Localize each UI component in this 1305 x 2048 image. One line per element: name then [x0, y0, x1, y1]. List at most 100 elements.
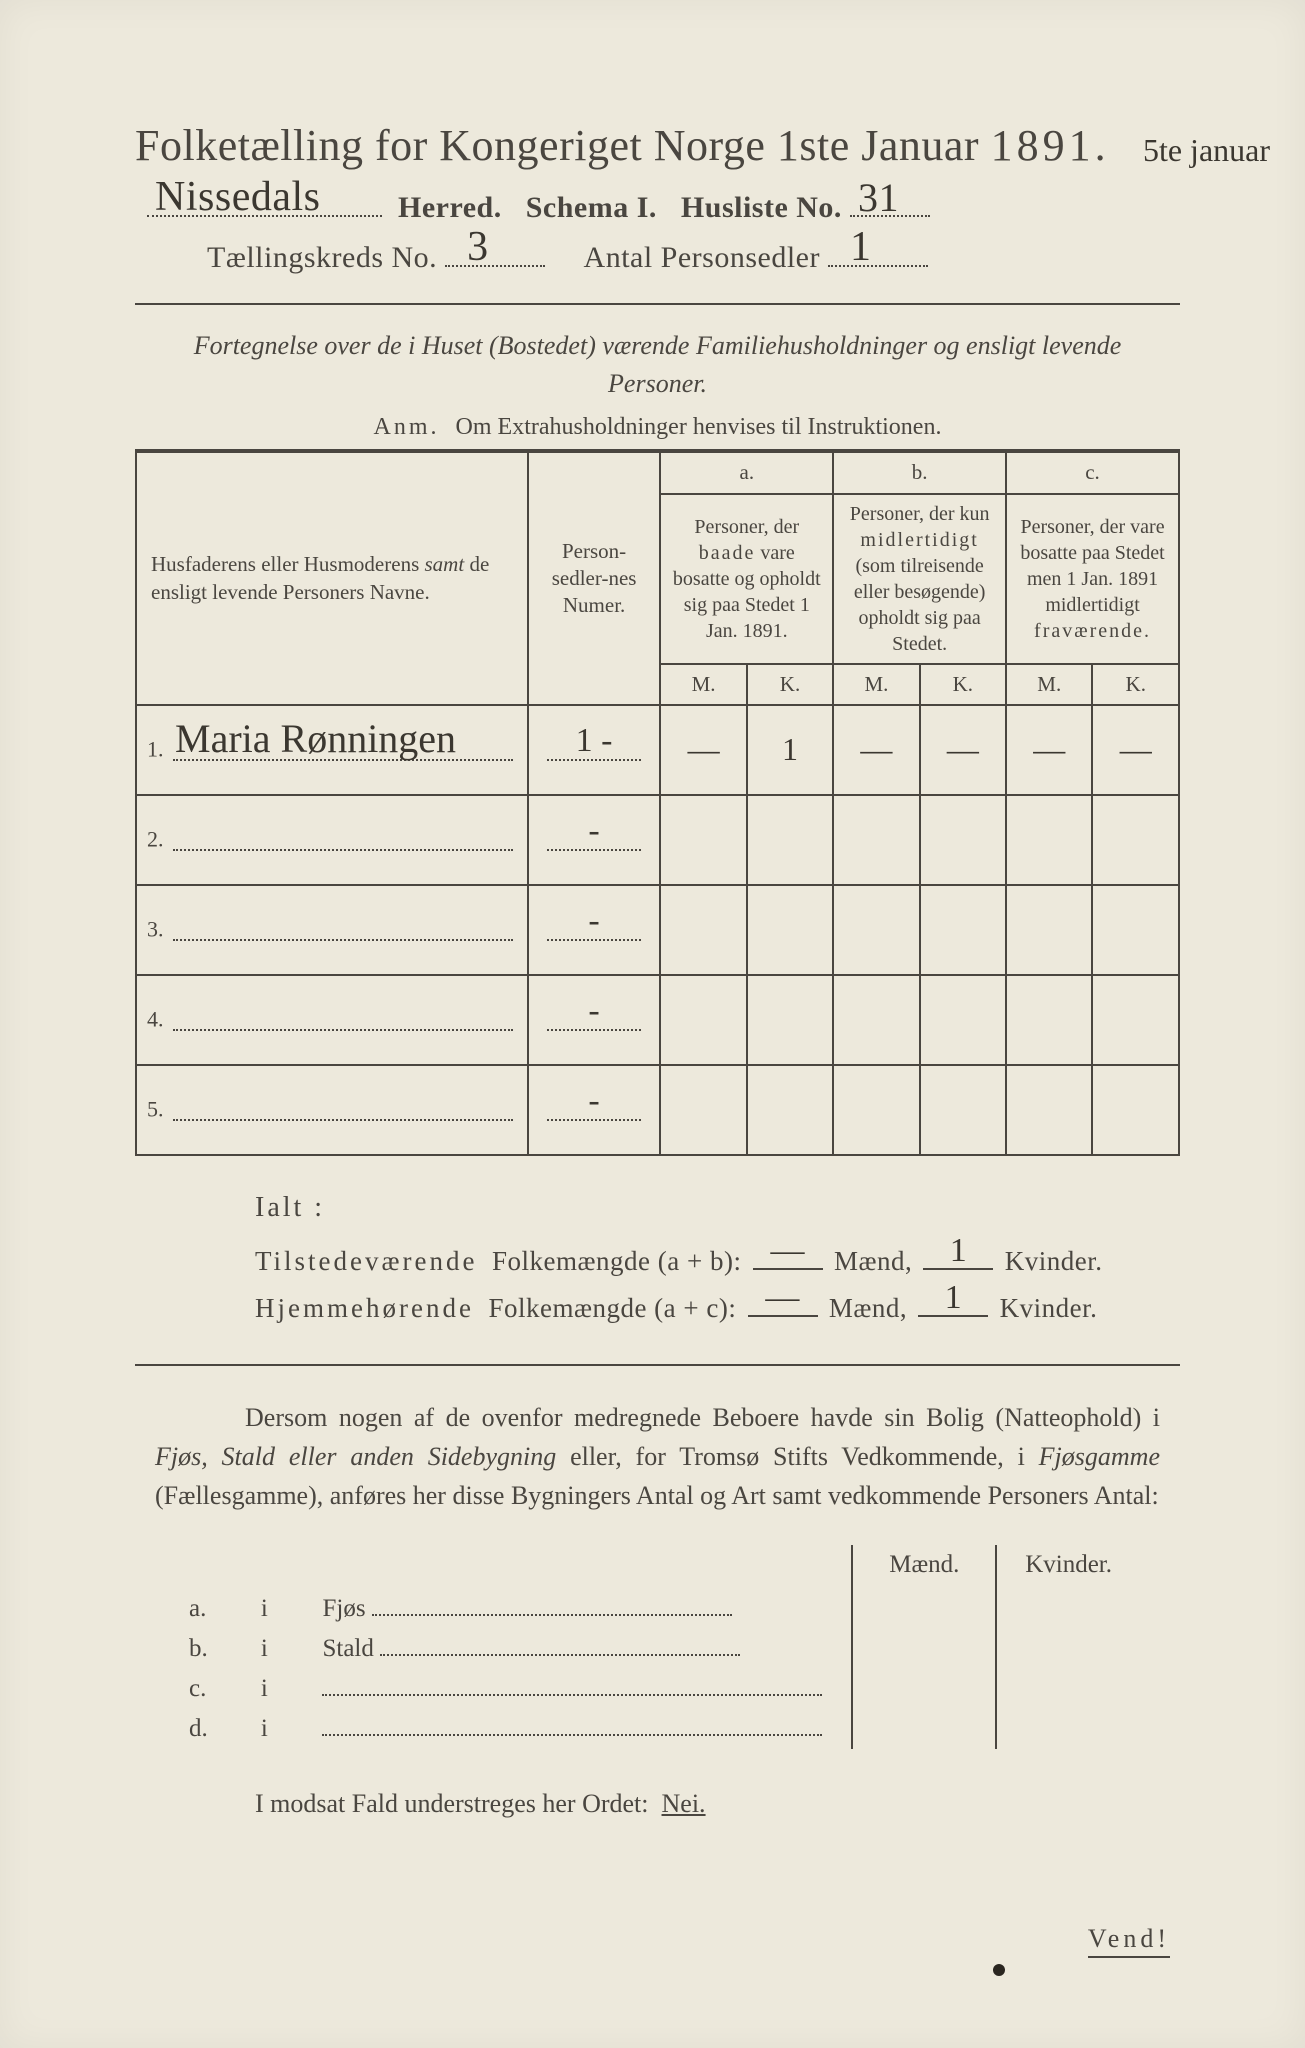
col-b-letter: b. — [833, 452, 1006, 493]
herred-label: Herred. — [398, 191, 502, 224]
title-year: 1891. — [991, 121, 1110, 170]
anm-label: Anm. — [374, 414, 440, 440]
row-a-m-cell: — — [660, 705, 746, 795]
anm-line: Anm. Om Extrahusholdninger henvises til … — [135, 414, 1180, 441]
bldg-row-m — [852, 1629, 996, 1669]
ialt1-a: Tilstedeværende — [255, 1246, 478, 1276]
building-row: c.i — [185, 1669, 1140, 1709]
ialt1-k-fill: 1 — [923, 1268, 993, 1270]
row-name-line — [173, 1099, 513, 1121]
bldg-row-k — [996, 1629, 1140, 1669]
row-a-m-hw: — — [688, 731, 720, 767]
row-c-k-cell: — — [1092, 705, 1179, 795]
modsat-nei: Nei. — [662, 1789, 706, 1818]
page-title: Folketælling for Kongeriget Norge 1ste J… — [135, 120, 1180, 171]
husliste-handwritten: 31 — [858, 174, 899, 221]
bldg-row-m — [852, 1669, 996, 1709]
bldg-row-m — [852, 1709, 996, 1749]
ialt-row-1: Tilstedeværende Folkemængde (a + b): — M… — [255, 1246, 1150, 1277]
row-a-m-cell — [660, 975, 746, 1065]
household-table: Husfaderens eller Husmoderens samt de en… — [135, 451, 1180, 1156]
table-row: 1.Maria Rønningen1 -—1———— — [136, 705, 1179, 795]
col-c-letter: c. — [1006, 452, 1179, 493]
ialt-label: Ialt : — [255, 1192, 1150, 1224]
antal-handwritten: 1 — [850, 223, 872, 271]
row-b-m-cell — [833, 795, 919, 885]
row-num-line: - — [547, 919, 642, 941]
husliste-fill: 31 — [850, 215, 930, 217]
kvinder-label-2: Kvinder. — [1000, 1293, 1098, 1323]
bldg-row-letter: b. — [185, 1629, 257, 1669]
bldg-row-k — [996, 1589, 1140, 1629]
row-b-k-cell — [920, 795, 1006, 885]
ialt2-k-fill: 1 — [918, 1315, 988, 1317]
antal-fill: 1 — [828, 265, 928, 267]
row-name-line — [173, 1009, 513, 1031]
schema-label: Schema I. — [526, 191, 657, 224]
row-a-k-cell — [747, 975, 833, 1065]
row-a-k-cell — [747, 885, 833, 975]
ialt2-a: Hjemmehørende — [255, 1293, 474, 1323]
anm-text: Om Extrahusholdninger henvises til Instr… — [456, 414, 942, 440]
divider-top — [135, 303, 1180, 305]
table-row: 3.- — [136, 885, 1179, 975]
building-row: b.iStald — [185, 1629, 1140, 1669]
row-a-k-cell — [747, 1065, 833, 1155]
row-name-hw: Maria Rønningen — [175, 713, 513, 765]
row-c-k-cell — [1092, 885, 1179, 975]
row-num-hw: - — [547, 899, 642, 943]
row-number: 5. — [147, 1096, 164, 1125]
ialt2-b: Folkemængde (a + c): — [488, 1293, 736, 1323]
bldg-row-letter: d. — [185, 1709, 257, 1749]
row-number: 2. — [147, 826, 164, 855]
ialt1-b: Folkemængde (a + b): — [492, 1246, 741, 1276]
ialt2-k-hw: 1 — [918, 1279, 988, 1317]
bldg-row-i: i — [257, 1709, 319, 1749]
ialt1-m-hw: — — [753, 1232, 823, 1270]
row-num-cell: - — [528, 1065, 661, 1155]
row-name-cell: 1. Maria Rønningen — [136, 705, 528, 795]
bldg-row-name — [318, 1709, 852, 1749]
row-b-m-cell — [833, 975, 919, 1065]
row-number: 1. — [147, 736, 164, 765]
dersom-t3: (Fællesgamme), anføres her disse Bygning… — [155, 1481, 1159, 1510]
bldg-hdr-k: Kvinder. — [996, 1545, 1140, 1589]
col-a-letter: a. — [660, 452, 833, 493]
row-c-m-cell — [1006, 885, 1092, 975]
bldg-row-name — [318, 1669, 852, 1709]
col-a-m: M. — [660, 664, 746, 705]
row-num-hw: 1 - — [547, 719, 642, 763]
bldg-hdr-m: Mænd. — [852, 1545, 996, 1589]
row-name-line — [173, 829, 513, 851]
antal-label: Antal Personsedler — [584, 241, 820, 274]
herred-fill: Nissedals — [147, 215, 382, 217]
ialt-row-2: Hjemmehørende Folkemængde (a + c): — Mæn… — [255, 1293, 1150, 1324]
col-num-header: Person-sedler-nes Numer. — [528, 452, 661, 705]
col-a-k: K. — [747, 664, 833, 705]
row-c-m-cell — [1006, 1065, 1092, 1155]
row-c-k-cell — [1092, 1065, 1179, 1155]
building-table-wrap: Mænd. Kvinder. a.iFjøs b.iStald c.i d.i — [135, 1545, 1180, 1749]
subtitle: Fortegnelse over de i Huset (Bostedet) v… — [135, 327, 1180, 402]
row-c-m-cell — [1006, 975, 1092, 1065]
row-num-line: - — [547, 1009, 642, 1031]
col-a-header: Personer, der baade vare bosatte og opho… — [660, 494, 833, 664]
herred-handwritten: Nissedals — [155, 173, 321, 221]
ink-spot-icon — [993, 1964, 1005, 1976]
bldg-row-i: i — [257, 1589, 319, 1629]
col-names-header: Husfaderens eller Husmoderens samt de en… — [136, 452, 528, 705]
row-b-k-hw: — — [947, 731, 979, 767]
bldg-row-k — [996, 1709, 1140, 1749]
row-a-k-hw: 1 — [782, 731, 798, 767]
ialt2-m-fill: — — [748, 1315, 818, 1317]
ialt1-k-hw: 1 — [923, 1232, 993, 1270]
row-c-k-cell — [1092, 795, 1179, 885]
row-num-line: - — [547, 829, 642, 851]
row-num-cell: 1 - — [528, 705, 661, 795]
bldg-row-k — [996, 1669, 1140, 1709]
row-num-line: - — [547, 1099, 642, 1121]
dersom-t1: Dersom nogen af de ovenfor medregnede Be… — [245, 1403, 1160, 1432]
table-row: 2. - — [136, 795, 1179, 885]
col-c-m: M. — [1006, 664, 1092, 705]
row-name-line — [173, 919, 513, 941]
